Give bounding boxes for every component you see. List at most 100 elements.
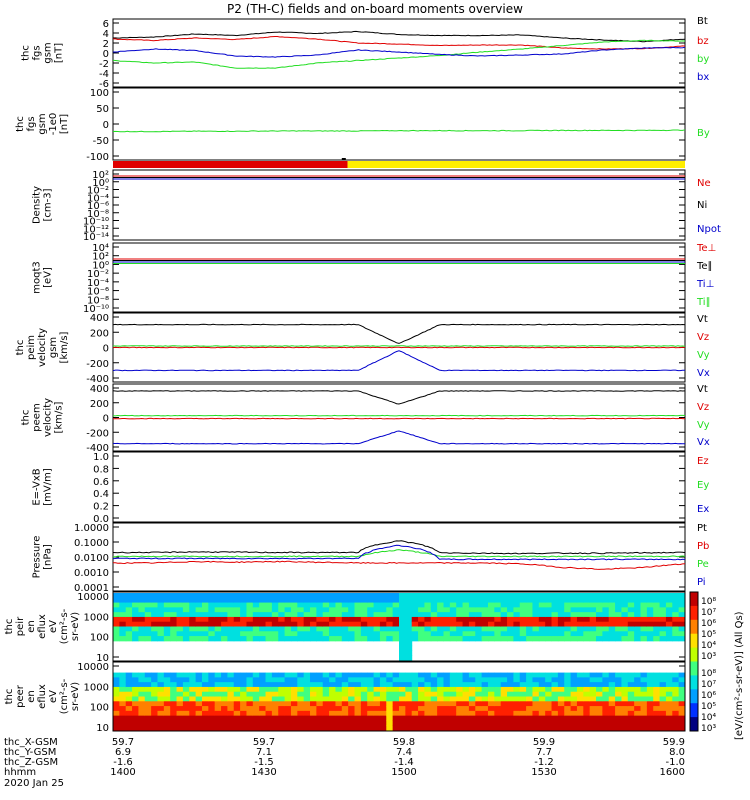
spectrogram-cell xyxy=(392,701,400,707)
spectrogram-cell xyxy=(252,636,260,642)
colorbar-label: 10⁵ xyxy=(701,630,716,640)
spectrogram-cell xyxy=(678,672,686,678)
y-axis-label: thcpeimvelocitygsm[km/s] xyxy=(15,328,70,367)
spectrogram-cell xyxy=(507,715,514,721)
spectrogram-cell xyxy=(163,612,171,618)
spectrogram-cell xyxy=(399,607,406,613)
spectrogram-cell xyxy=(290,636,298,642)
spectrogram-cell xyxy=(182,720,190,726)
spectrogram-cell xyxy=(138,607,146,613)
spectrogram-cell xyxy=(271,626,279,632)
spectrogram-cell xyxy=(634,686,642,693)
spectrogram-cell xyxy=(246,636,254,642)
spectrogram-cell xyxy=(227,706,235,712)
spectrogram-cell xyxy=(335,706,343,712)
spectrogram-cell xyxy=(310,686,317,693)
spectrogram-cell xyxy=(430,682,438,688)
spectrogram-cell xyxy=(443,593,451,599)
spectrogram-cell xyxy=(138,720,146,726)
spectrogram-cell xyxy=(653,616,661,623)
spectrogram-cell xyxy=(316,636,324,642)
spectrogram-cell xyxy=(157,621,165,627)
spectrogram-cell xyxy=(214,686,222,693)
legend-Vt: Vt xyxy=(697,384,708,395)
spectrogram-cell xyxy=(443,631,451,637)
spectrogram-cell xyxy=(564,612,572,618)
spectrogram-cell xyxy=(659,691,667,697)
spectrogram-cell xyxy=(348,626,356,632)
spectrogram-cell xyxy=(240,710,247,717)
panel-frame xyxy=(112,383,686,452)
spectrogram-cell xyxy=(252,706,260,712)
spectrogram-cell xyxy=(233,720,241,726)
spectrogram-cell xyxy=(144,677,152,683)
y-axis-label-line: [cm-3] xyxy=(43,188,54,221)
spectrogram-cell xyxy=(227,636,235,642)
spectrogram-cell xyxy=(494,706,502,712)
spectrogram-cell xyxy=(545,616,553,623)
y-axis-label-line: [km/s] xyxy=(54,401,65,433)
spectrogram-cell xyxy=(449,686,457,693)
spectrogram-cell xyxy=(456,682,464,688)
spectrogram-cell xyxy=(596,715,603,721)
spectrogram-cell xyxy=(557,602,565,608)
spectrogram-cell xyxy=(233,715,241,721)
spectrogram-cell xyxy=(411,602,419,608)
x-tick-value: 1500 xyxy=(391,767,416,778)
spectrogram-cell xyxy=(659,677,667,683)
spectrogram-cell xyxy=(659,612,667,618)
spectrogram-cell xyxy=(640,626,648,632)
spectrogram-cell xyxy=(526,597,533,604)
spectrogram-cell xyxy=(551,597,559,604)
spectrogram-cell xyxy=(354,701,362,707)
spectrogram-cell xyxy=(284,636,292,642)
spectrogram-cell xyxy=(507,677,514,683)
spectrogram-cell xyxy=(468,715,476,721)
spectrogram-cell xyxy=(157,607,165,613)
spectrogram-cell xyxy=(119,715,127,721)
spectrogram-cell xyxy=(195,682,203,688)
spectrogram-cell xyxy=(310,682,317,688)
spectrogram-cell xyxy=(201,636,209,642)
spectrogram-cell xyxy=(265,602,273,608)
spectrogram-cell xyxy=(246,672,254,678)
spectrogram-cell xyxy=(602,682,610,688)
spectrogram-cell xyxy=(646,682,654,688)
spectrogram-cell xyxy=(672,706,680,712)
spectrogram-cell xyxy=(437,672,444,678)
series-line-bz xyxy=(113,36,686,50)
spectrogram-cell xyxy=(170,677,178,683)
spectrogram-cell xyxy=(259,612,267,618)
spectrogram-cell xyxy=(132,621,139,627)
spectrogram-cell xyxy=(221,593,228,599)
spectrogram-cell xyxy=(475,602,483,608)
spectrogram-cell xyxy=(271,607,279,613)
spectrogram-cell xyxy=(443,616,451,623)
spectrogram-cell xyxy=(513,706,521,712)
spectrogram-cell xyxy=(151,602,158,608)
spectrogram-cell xyxy=(195,597,203,604)
spectrogram-cell xyxy=(297,691,305,697)
spectrogram-cell xyxy=(551,677,559,683)
spectrogram-cell xyxy=(201,631,209,637)
spectrogram-cell xyxy=(119,597,127,604)
spectrogram-cell xyxy=(494,597,502,604)
spectrogram-cell xyxy=(475,616,483,623)
spectrogram-cell xyxy=(348,616,356,623)
spectrogram-cell xyxy=(284,621,292,627)
spectrogram-cell xyxy=(201,626,209,632)
spectrogram-cell xyxy=(507,720,514,726)
spectrogram-cell xyxy=(113,677,120,683)
spectrogram-cell xyxy=(341,677,349,683)
spectrogram-cell xyxy=(329,672,336,678)
spectrogram-cell xyxy=(653,677,661,683)
spectrogram-cell xyxy=(379,691,387,697)
spectrogram-cell xyxy=(354,612,362,618)
spectrogram-cell xyxy=(583,725,591,731)
spectrogram-cell xyxy=(615,612,622,618)
spectrogram-cell xyxy=(653,701,661,707)
spectrogram-cell xyxy=(240,720,247,726)
spectrogram-cell xyxy=(487,715,495,721)
spectrogram-cell xyxy=(538,631,546,637)
